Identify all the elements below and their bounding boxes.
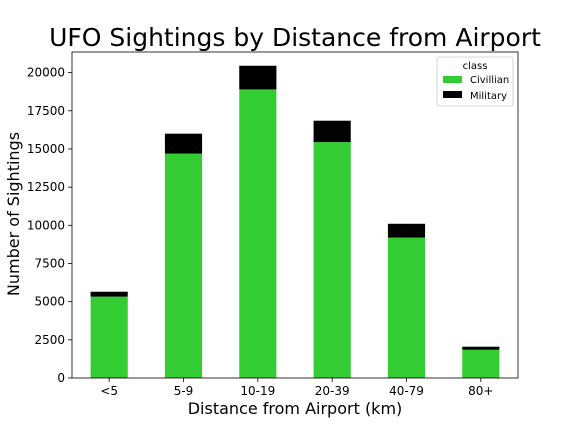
x-tick-label: 10-19 <box>240 384 275 398</box>
y-tick-label: 20000 <box>27 66 65 80</box>
x-tick-label: 5-9 <box>174 384 194 398</box>
bar-military-80 <box>462 346 500 350</box>
bar-civillian-20-39 <box>313 142 351 378</box>
y-axis-label: Number of Sightings <box>4 132 23 296</box>
bar-civillian-40-79 <box>387 237 426 378</box>
legend-title: class <box>463 61 488 72</box>
bar-military-20-39 <box>313 120 351 143</box>
bar-civillian-80 <box>462 349 500 378</box>
x-tick-label: 80+ <box>468 384 493 398</box>
x-tick-label: 20-39 <box>315 384 350 398</box>
plot-frame <box>71 51 519 379</box>
bars-layer <box>90 65 500 378</box>
y-tick-label: 5000 <box>34 295 65 309</box>
bar-military-10-19 <box>239 65 277 90</box>
legend-label-civillian: Civillian <box>470 75 509 86</box>
bar-civillian-10-19 <box>239 89 277 378</box>
legend-swatch-civillian <box>443 76 462 83</box>
legend: class Civillian Military <box>436 56 514 107</box>
bar-military-5-9 <box>164 133 203 154</box>
legend-label-military: Military <box>470 91 507 102</box>
y-tick-label: 15000 <box>27 142 65 156</box>
y-tick-label: 0 <box>57 371 65 385</box>
bar-civillian-5-9 <box>164 153 203 378</box>
y-tick-label: 17500 <box>27 104 65 118</box>
bar-civillian-5 <box>90 296 128 378</box>
x-tick-label: <5 <box>100 384 118 398</box>
legend-swatch-military <box>443 91 462 98</box>
x-tick-label: 40-79 <box>389 384 424 398</box>
y-tick-label: 12500 <box>27 180 65 194</box>
chart-title: UFO Sightings by Distance from Airport <box>49 23 541 52</box>
ticks-layer: <5 5-9 10-19 20-39 40-79 80+ 0 2500 5000 7500 1000… <box>27 66 494 398</box>
x-axis-label: Distance from Airport (km) <box>188 399 403 418</box>
bar-military-5 <box>90 291 128 297</box>
y-tick-label: 7500 <box>34 256 65 270</box>
y-tick-label: 2500 <box>34 333 65 347</box>
y-tick-label: 10000 <box>27 218 65 232</box>
bar-military-40-79 <box>387 223 426 238</box>
